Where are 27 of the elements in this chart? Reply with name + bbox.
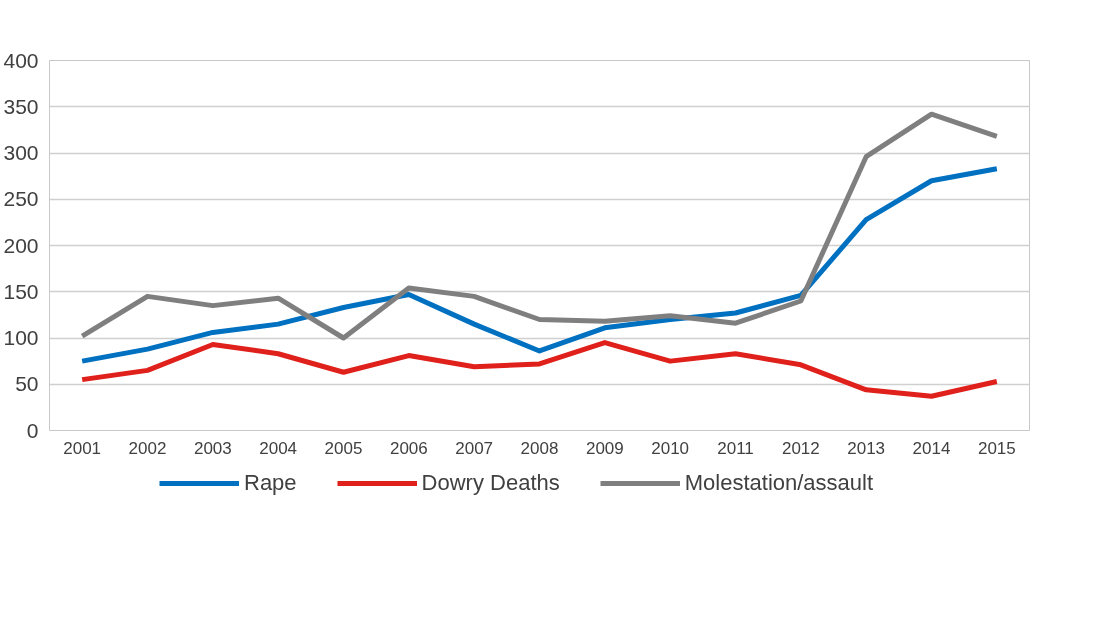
x-tick-label: 2009 [585,438,624,458]
x-tick-label: 2002 [128,438,167,458]
legend-label: Rape [244,470,297,496]
y-tick-label: 400 [3,48,39,72]
x-tick-label: 2014 [912,438,951,458]
x-tick-label: 2011 [717,438,754,458]
x-tick-label: 2005 [324,438,363,458]
y-tick-label: 350 [3,94,39,118]
x-tick-label: 2015 [977,438,1016,458]
x-tick-label: 2013 [847,438,886,458]
y-tick-label: 50 [15,372,39,396]
x-tick-label: 2001 [63,438,102,458]
y-tick-label: 200 [3,233,39,257]
x-tick-label: 2008 [520,438,559,458]
legend-label: Dowry Deaths [421,470,560,496]
legend-label: Molestation/assault [684,470,874,496]
y-tick-label: 100 [3,326,39,349]
y-tick-label: 0 [26,418,39,442]
x-tick-label: 2003 [193,438,232,458]
x-tick-label: 2007 [455,438,494,458]
y-tick-label: 300 [3,141,39,164]
y-tick-label: 250 [3,187,39,211]
x-tick-label: 2010 [651,438,690,458]
y-tick-label: 150 [3,279,39,303]
x-tick-label: 2006 [389,438,428,458]
x-tick-label: 2004 [259,438,298,458]
x-tick-label: 2012 [781,438,820,458]
